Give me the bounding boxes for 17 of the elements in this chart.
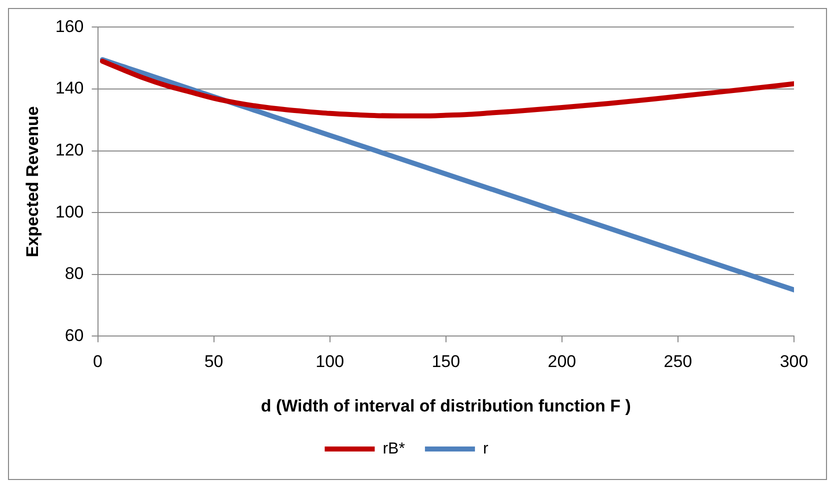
x-axis-title: d (Width of interval of distribution function F ) xyxy=(260,396,631,416)
y-tick-label: 140 xyxy=(55,78,84,98)
y-tick-label: 80 xyxy=(64,264,84,284)
legend-label: rB* xyxy=(382,440,405,458)
x-tick-label: 150 xyxy=(432,352,460,372)
x-tick-label: 50 xyxy=(204,352,224,372)
x-tick-label: 200 xyxy=(548,352,576,372)
y-tick-label: 160 xyxy=(55,16,84,36)
y-tick-label: 100 xyxy=(55,202,84,222)
x-tick-label: 300 xyxy=(780,352,808,372)
x-tick-label: 250 xyxy=(664,352,692,372)
y-axis-title: Expected Revenue xyxy=(22,106,42,258)
y-tick-label: 60 xyxy=(64,326,84,345)
y-tick-label: 120 xyxy=(55,140,84,160)
legend-label: r xyxy=(482,440,489,458)
x-tick-label: 0 xyxy=(93,352,102,372)
x-tick-label: 100 xyxy=(316,352,344,372)
